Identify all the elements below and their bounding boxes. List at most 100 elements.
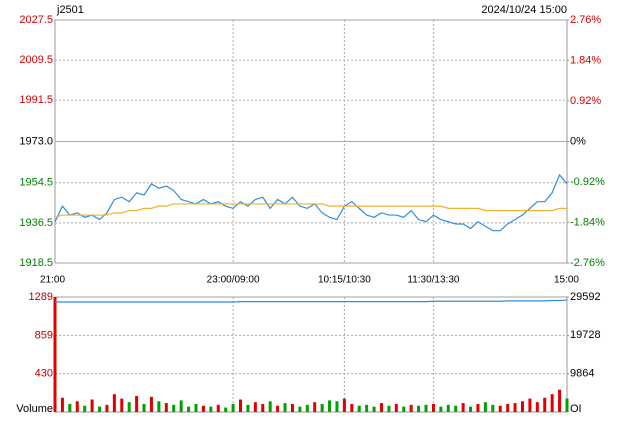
x-tick-label: 15:00 bbox=[554, 275, 579, 286]
volume-bar bbox=[239, 399, 243, 412]
volume-bar bbox=[90, 399, 94, 412]
volume-bar bbox=[60, 397, 64, 412]
volume-bar bbox=[216, 404, 220, 412]
symbol: j2501 bbox=[56, 4, 84, 16]
volume-bar bbox=[179, 400, 183, 412]
volume-bar bbox=[543, 397, 547, 412]
volume-bar bbox=[365, 404, 369, 412]
volume-bar bbox=[350, 403, 354, 412]
volume-bar bbox=[402, 406, 406, 412]
volume-bar bbox=[417, 405, 421, 412]
volume-bar bbox=[454, 405, 458, 412]
volume-bar bbox=[246, 404, 250, 412]
volume-bar bbox=[290, 403, 294, 412]
volume-bar bbox=[53, 297, 57, 412]
y2-tick-label: 1.84% bbox=[570, 54, 601, 66]
volume-bar bbox=[105, 404, 109, 412]
y2-tick-label: 2.76% bbox=[570, 14, 601, 26]
volume-bar bbox=[305, 404, 309, 412]
volume-bar bbox=[164, 403, 168, 412]
y2-tick-label: 19728 bbox=[570, 329, 601, 341]
y2-tick-label: -2.76% bbox=[570, 257, 605, 269]
volume-bar bbox=[357, 405, 361, 412]
volume-bar bbox=[98, 406, 102, 412]
volume-bar bbox=[498, 405, 502, 412]
volume-bar bbox=[172, 404, 176, 412]
volume-bar bbox=[476, 403, 480, 412]
volume-bar bbox=[313, 402, 317, 412]
y-tick-label: 1918.5 bbox=[19, 257, 53, 269]
volume-bar bbox=[68, 403, 72, 412]
volume-bar bbox=[157, 401, 161, 412]
volume-bar bbox=[194, 403, 198, 412]
x-tick-label: 23:00/09:00 bbox=[207, 275, 260, 286]
y-tick-label: 2009.5 bbox=[19, 54, 53, 66]
volume-bar bbox=[187, 406, 191, 412]
y2-tick-label: 0.92% bbox=[570, 95, 601, 107]
volume-bar bbox=[565, 398, 569, 412]
volume-bar bbox=[83, 405, 87, 412]
volume-bar bbox=[491, 404, 495, 412]
volume-bar bbox=[142, 403, 146, 412]
y-tick-label: 1991.5 bbox=[19, 94, 53, 106]
y2-axis-label: OI bbox=[570, 403, 582, 415]
y-tick-label: 2027.5 bbox=[19, 14, 53, 26]
volume-bar bbox=[253, 402, 257, 412]
volume-bar bbox=[335, 401, 339, 412]
volume-bar bbox=[283, 403, 287, 412]
y-tick-label: 1289 bbox=[29, 291, 53, 303]
volume-bar bbox=[231, 403, 235, 412]
volume-bar bbox=[342, 398, 346, 412]
y-tick-label: 430 bbox=[35, 368, 53, 380]
volume-bar bbox=[149, 396, 153, 412]
volume-bar bbox=[513, 403, 517, 412]
y2-tick-label: 9864 bbox=[570, 368, 594, 380]
volume-bar bbox=[469, 406, 473, 412]
datetime: 2024/10/24 15:00 bbox=[481, 4, 567, 16]
x-tick-label: 21:00 bbox=[40, 275, 65, 286]
volume-bar bbox=[431, 403, 435, 412]
volume-bar bbox=[268, 401, 272, 412]
x-tick-label: 11:30/13:30 bbox=[407, 275, 460, 286]
volume-frame bbox=[54, 296, 568, 413]
volume-bar bbox=[75, 401, 79, 412]
volume-bar bbox=[120, 398, 124, 412]
volume-bar bbox=[135, 395, 139, 412]
price-line bbox=[54, 173, 568, 232]
volume-bar bbox=[483, 402, 487, 412]
volume-bar bbox=[298, 406, 302, 412]
volume-bar bbox=[528, 398, 532, 412]
volume-bar bbox=[224, 407, 228, 412]
volume-bar bbox=[535, 402, 539, 412]
volume-bar bbox=[394, 403, 398, 412]
volume-bar bbox=[424, 404, 428, 412]
volume-bar bbox=[558, 389, 562, 412]
price-line bbox=[54, 203, 567, 218]
y-axis-label: Volume bbox=[16, 403, 53, 415]
volume-bar bbox=[127, 402, 131, 412]
volume-bar bbox=[409, 404, 413, 412]
volume-bar bbox=[112, 394, 116, 412]
volume-bar bbox=[261, 403, 265, 412]
volume-bar bbox=[550, 394, 554, 412]
volume-bar bbox=[328, 400, 332, 412]
volume-bar bbox=[201, 405, 205, 412]
y2-tick-label: 29592 bbox=[570, 291, 601, 303]
y-tick-label: 1936.5 bbox=[19, 217, 53, 229]
volume-bar bbox=[379, 403, 383, 412]
volume-bar bbox=[461, 403, 465, 412]
volume-bar bbox=[520, 401, 524, 412]
y-tick-label: 1954.5 bbox=[19, 177, 53, 189]
volume-bar bbox=[506, 403, 510, 412]
volume-bar bbox=[276, 405, 280, 412]
volume-bar bbox=[446, 404, 450, 412]
y2-tick-label: -1.84% bbox=[570, 216, 605, 228]
volume-bar bbox=[320, 403, 324, 412]
volume-bar bbox=[387, 405, 391, 412]
price-line bbox=[55, 299, 568, 303]
volume-bar bbox=[439, 406, 443, 412]
y-tick-label: 859 bbox=[35, 329, 53, 341]
y-tick-label: 1973.0 bbox=[19, 135, 53, 147]
volume-bar bbox=[372, 406, 376, 412]
